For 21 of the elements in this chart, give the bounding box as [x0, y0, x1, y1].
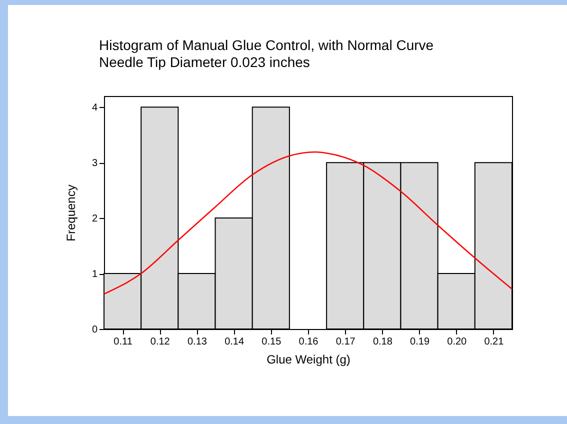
y-tick-label: 0: [92, 324, 98, 336]
x-tick-label: 0.21: [484, 336, 504, 348]
line-series: [103, 151, 513, 295]
y-tick-label: 4: [92, 102, 98, 114]
x-tick-label: 0.19: [410, 336, 430, 348]
x-tick-label: 0.17: [336, 336, 356, 348]
y-tick-label: 2: [92, 214, 98, 225]
chart-title: Histogram of Manual Glue Control, with Normal Curve: [99, 37, 434, 53]
x-tick-label: 0.20: [447, 336, 468, 348]
x-tick-label: 0.11: [114, 336, 133, 348]
y-axis-title: Frequency: [64, 184, 78, 242]
x-axis-title: Glue Weight (g): [266, 352, 350, 366]
chart-subtitle: Needle Tip Diameter 0.023 inches: [99, 54, 310, 70]
x-tick-label: 0.14: [224, 336, 244, 348]
x-tick-label: 0.12: [150, 336, 170, 348]
x-tick-label: 0.16: [298, 336, 319, 348]
y-tick-label: 1: [92, 269, 98, 280]
y-tick-label: 3: [92, 158, 98, 170]
x-tick-label: 0.15: [262, 336, 282, 348]
x-tick-label: 0.13: [187, 336, 208, 348]
x-tick-label: 0.18: [372, 336, 393, 348]
